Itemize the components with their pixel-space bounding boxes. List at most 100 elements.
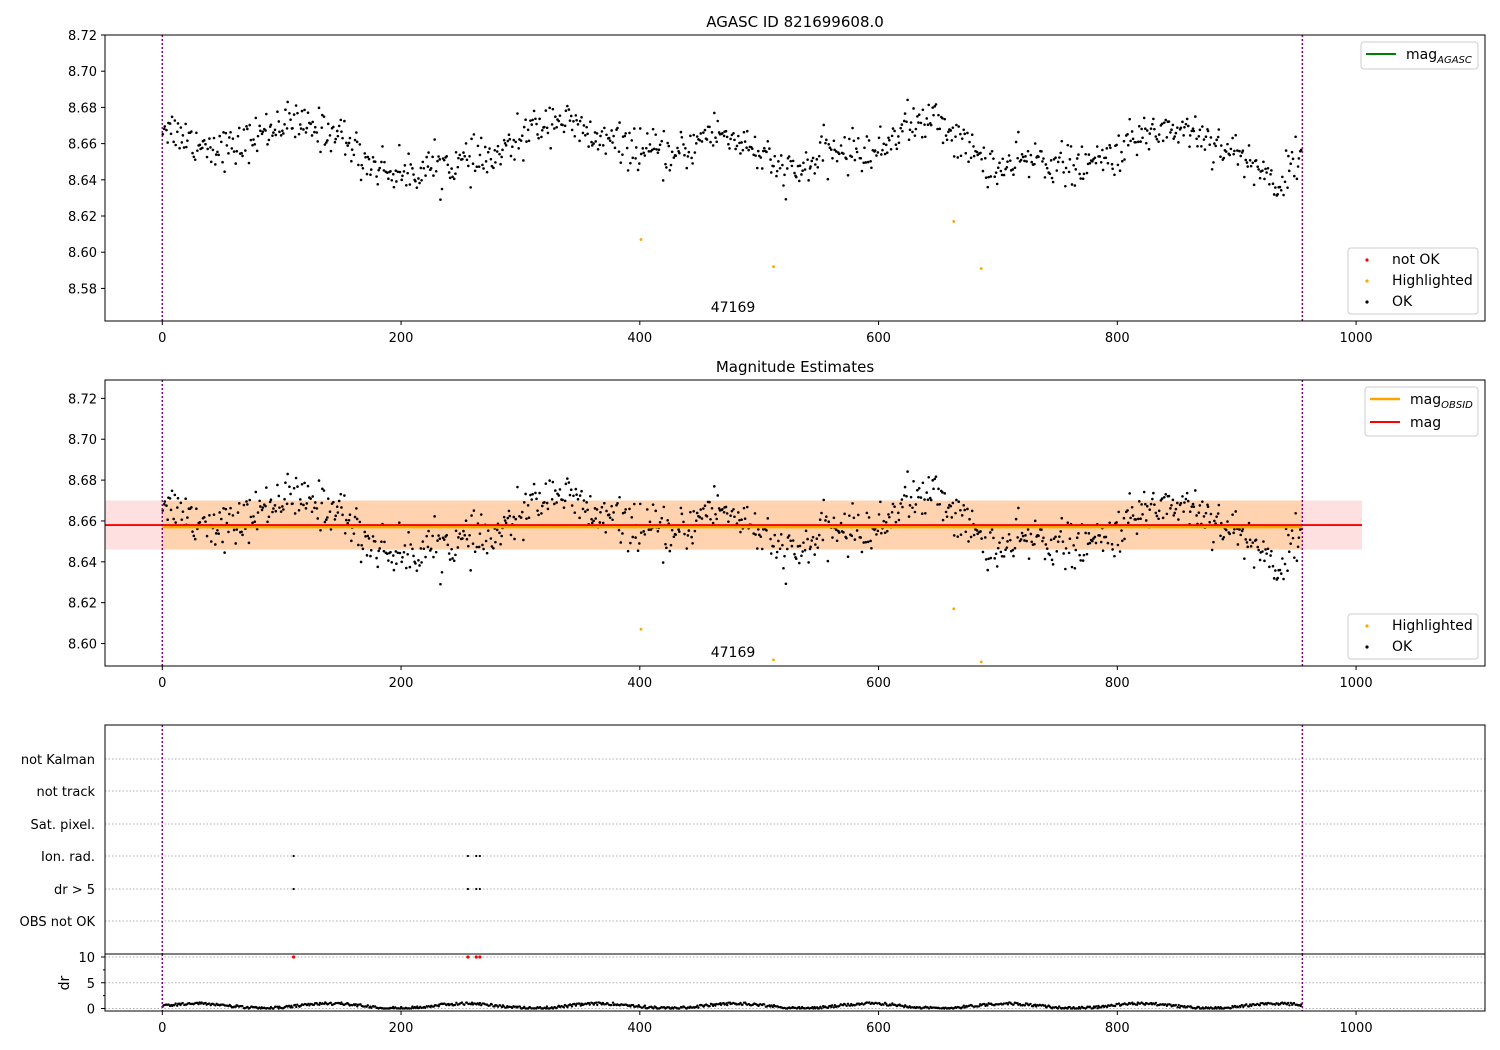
ok-point [421,160,425,164]
ok-point [670,150,674,154]
xtick-label: 0 [158,676,166,691]
ok-point [1111,548,1114,551]
ok-point [721,131,724,135]
ok-point [255,527,259,531]
ok-point [865,135,869,138]
ok-point [282,508,285,511]
dr-point [845,1004,848,1008]
ok-point [610,504,613,508]
ok-point [923,123,926,126]
ok-point [286,100,289,104]
ok-point [908,128,912,132]
ok-point [292,486,296,490]
ok-point [1095,145,1099,148]
ok-point [575,118,578,122]
ok-point [891,127,895,130]
ok-point [383,160,386,164]
ok-point [903,485,907,489]
ok-point [669,163,673,167]
ok-point [371,535,375,538]
ok-point [1164,492,1168,496]
dr-point [207,1002,211,1005]
dr-point [176,1004,179,1007]
ok-point [208,137,211,140]
ok-point [414,179,417,183]
ok-point [784,582,788,586]
ok-point [1043,557,1047,561]
ok-point [229,130,232,134]
legend-label-mag-obsid: magOBSID [1410,392,1473,411]
ok-point [729,137,732,141]
ok-point [885,151,889,154]
dr-point [248,1006,251,1010]
ok-point [165,504,168,507]
ok-point [1287,550,1291,553]
ok-point [1101,549,1105,552]
ok-point [848,514,851,517]
ok-point [543,500,546,504]
ok-point [361,547,365,551]
ok-point [478,532,482,535]
ok-point [881,148,884,152]
ok-point [928,496,932,500]
ok-point [554,489,557,492]
ok-point [265,112,268,116]
ok-point [790,544,794,548]
ok-point [548,479,551,482]
ok-point [835,539,839,543]
ok-point [739,530,742,534]
ok-point [709,140,712,144]
ok-point [664,542,667,546]
ytick-label: 8.68 [68,101,97,116]
ok-point [875,154,878,157]
ok-point [810,539,814,542]
ok-point [1262,160,1265,164]
xtick-label: 600 [866,1021,891,1036]
ok-point [1258,558,1262,562]
ok-point [1109,146,1112,150]
ok-point [1126,143,1130,147]
ok-point [600,130,604,133]
ok-point [891,502,895,506]
ok-point [766,139,770,143]
ok-point [254,116,258,120]
ok-point [794,557,798,561]
ok-point [984,176,988,179]
dr-point [820,1007,823,1010]
ok-point [1251,161,1255,165]
ok-point [1257,168,1260,171]
ok-point [1067,551,1071,555]
ok-point [1002,555,1006,558]
ok-point [674,154,678,158]
ok-point [890,510,894,514]
ok-point [634,536,637,539]
xtick-label: 1000 [1340,331,1373,346]
ok-point [1287,169,1291,173]
ok-point [1244,158,1248,162]
flag-point [478,854,481,858]
ok-point [353,515,357,519]
ok-point [1293,174,1296,178]
ok-point [169,132,173,136]
ok-point [346,144,349,147]
ok-point [1041,539,1044,543]
ok-point [519,516,523,519]
panel2-title: Magnitude Estimates [716,358,874,376]
ok-point [865,511,869,515]
ok-point [645,146,648,150]
highlighted-point [639,627,643,631]
ok-point [479,513,483,516]
ok-point [300,109,304,113]
ok-point [508,137,512,141]
ok-point [274,133,278,137]
ok-point [1264,167,1267,171]
dr-point [1174,1003,1178,1007]
ok-point [193,537,197,541]
ok-point [832,516,836,520]
ok-point [186,139,189,142]
ok-point [433,138,436,141]
ok-point [1066,143,1070,147]
ok-point [1171,123,1175,127]
ok-point [332,500,335,504]
ok-point [831,536,834,539]
